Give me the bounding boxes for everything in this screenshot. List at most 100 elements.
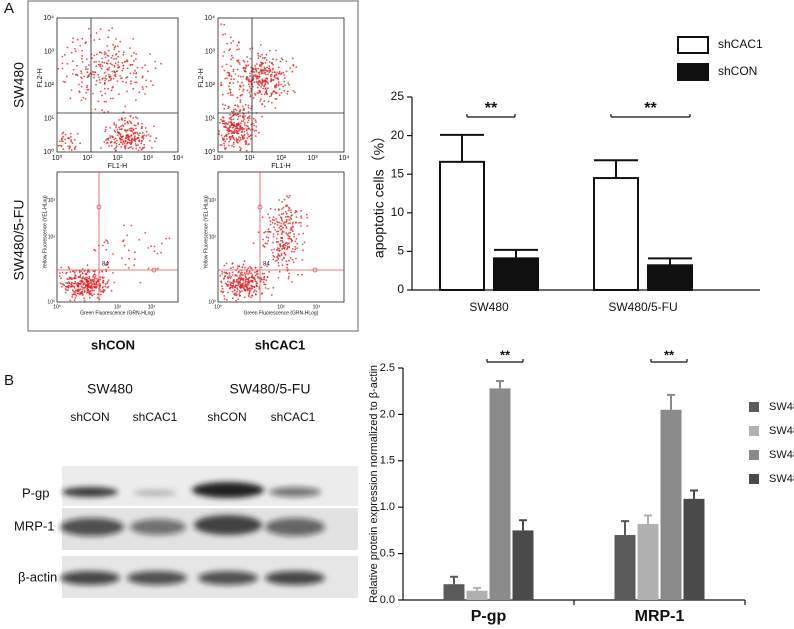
- event-dot: [83, 287, 86, 289]
- event-dot: [60, 145, 63, 148]
- event-dot: [138, 91, 141, 94]
- event-dot: [264, 62, 267, 64]
- event-dot: [286, 263, 289, 266]
- event-dot: [221, 271, 224, 273]
- event-dot: [283, 243, 285, 246]
- event-dot: [117, 132, 120, 135]
- event-dot: [278, 199, 281, 201]
- event-dot: [95, 60, 97, 63]
- event-dot: [145, 85, 148, 88]
- event-dot: [59, 282, 62, 284]
- event-dot: [135, 72, 138, 75]
- event-dot: [236, 59, 238, 62]
- tick-label: 10³: [205, 48, 216, 55]
- event-dot: [252, 128, 254, 131]
- y-tick-label: 0.5: [380, 548, 395, 560]
- event-dot: [223, 122, 226, 125]
- event-dot: [126, 67, 129, 70]
- event-dot: [268, 95, 271, 98]
- event-dot: [113, 138, 116, 141]
- event-dot: [102, 289, 105, 291]
- event-dot: [237, 75, 240, 77]
- tick-label: 10³: [307, 155, 318, 162]
- event-dot: [272, 63, 274, 66]
- event-dot: [261, 216, 264, 219]
- event-dot: [80, 270, 83, 272]
- event-dot: [236, 44, 239, 47]
- event-dot: [248, 271, 251, 274]
- event-dot: [291, 228, 293, 231]
- gate-handle: [96, 204, 102, 210]
- event-dot: [109, 62, 112, 65]
- y-tick-label: 1.5: [380, 455, 395, 467]
- event-dot: [228, 144, 230, 147]
- event-dot: [220, 84, 222, 87]
- event-dot: [235, 285, 237, 287]
- event-dot: [87, 75, 89, 78]
- event-dot: [284, 216, 287, 218]
- event-dot: [114, 137, 117, 140]
- event-dot: [93, 293, 95, 296]
- event-dot: [74, 280, 77, 283]
- event-dot: [224, 148, 227, 151]
- event-dot: [259, 55, 262, 58]
- event-dot: [239, 124, 242, 127]
- event-dot: [221, 287, 224, 290]
- event-dot: [284, 210, 287, 213]
- tick-label: 10²: [112, 155, 123, 162]
- event-dot: [288, 246, 291, 249]
- event-dot: [288, 237, 291, 240]
- event-dot: [83, 270, 86, 273]
- tick-label: 10²: [276, 155, 287, 162]
- event-dot: [244, 143, 247, 146]
- event-dot: [218, 130, 221, 133]
- event-dot: [253, 71, 256, 73]
- event-dot: [267, 82, 269, 85]
- event-dot: [232, 118, 235, 121]
- event-dot: [127, 267, 130, 269]
- event-dot: [107, 49, 110, 52]
- event-dot: [74, 138, 76, 141]
- event-dot: [228, 274, 231, 276]
- event-dot: [281, 237, 283, 240]
- event-dot: [233, 293, 236, 296]
- tick-label: 10⁴: [339, 155, 350, 162]
- event-dot: [99, 293, 102, 296]
- event-dot: [291, 70, 294, 73]
- event-dot: [287, 215, 290, 218]
- event-dot: [125, 137, 128, 140]
- event-dot: [263, 100, 266, 102]
- tick-label: 10¹: [82, 155, 93, 162]
- event-dot: [274, 91, 277, 94]
- event-dot: [296, 242, 299, 245]
- event-dot: [239, 101, 242, 103]
- event-dot: [247, 143, 250, 146]
- event-dot: [236, 287, 239, 289]
- event-dot: [223, 120, 226, 122]
- event-dot: [70, 285, 73, 288]
- event-dot: [232, 56, 234, 59]
- event-dot: [139, 146, 141, 149]
- event-dot: [114, 75, 117, 78]
- event-dot: [220, 81, 223, 84]
- event-dot: [273, 76, 276, 78]
- event-dot: [282, 212, 285, 215]
- event-dot: [124, 139, 127, 142]
- legend-swatch: [749, 402, 759, 412]
- event-dot: [252, 242, 255, 245]
- event-dot: [233, 141, 235, 144]
- event-dot: [121, 138, 123, 141]
- event-dot: [268, 67, 270, 70]
- event-dot: [236, 132, 239, 135]
- event-dot: [253, 277, 256, 280]
- event-dot: [227, 121, 230, 124]
- event-dot: [109, 127, 111, 129]
- event-dot: [286, 204, 289, 207]
- event-dot: [117, 64, 119, 66]
- event-dot: [245, 280, 247, 283]
- event-dot: [91, 289, 94, 292]
- event-dot: [138, 239, 141, 241]
- event-dot: [107, 137, 110, 140]
- event-dot: [77, 284, 79, 286]
